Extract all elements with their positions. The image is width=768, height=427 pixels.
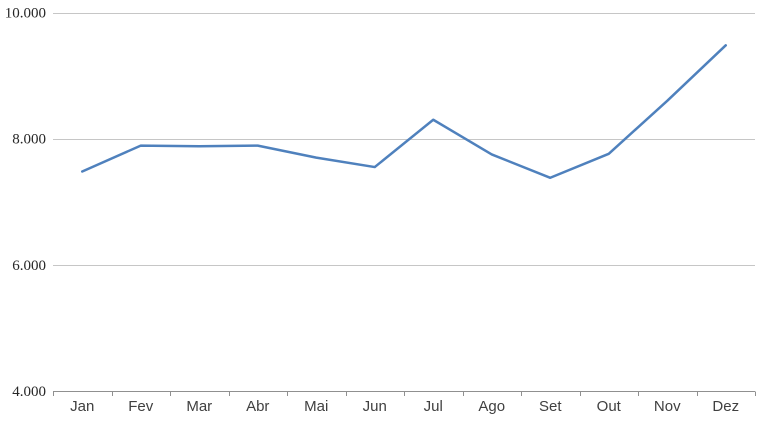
- x-tick-label: Set: [539, 398, 562, 415]
- x-tick-label: Jan: [70, 398, 94, 415]
- y-tick-label: 10.000: [5, 6, 46, 22]
- x-tick-label: Fev: [128, 398, 154, 415]
- y-tick-label: 4.000: [12, 384, 46, 400]
- x-tick-label: Out: [597, 398, 622, 415]
- data-series-line: [81, 44, 727, 180]
- x-tick-label: Jul: [424, 398, 443, 415]
- x-tick-label: Ago: [478, 398, 505, 415]
- y-tick-label: 6.000: [12, 258, 46, 274]
- x-tick-label: Mai: [304, 398, 328, 415]
- x-tick-label: Dez: [712, 398, 739, 415]
- y-tick-label: 8.000: [12, 132, 46, 148]
- x-tick-label: Abr: [246, 398, 269, 415]
- x-tick-label: Jun: [363, 398, 387, 415]
- x-tick-label: Nov: [654, 398, 681, 415]
- x-tick-label: Mar: [186, 398, 212, 415]
